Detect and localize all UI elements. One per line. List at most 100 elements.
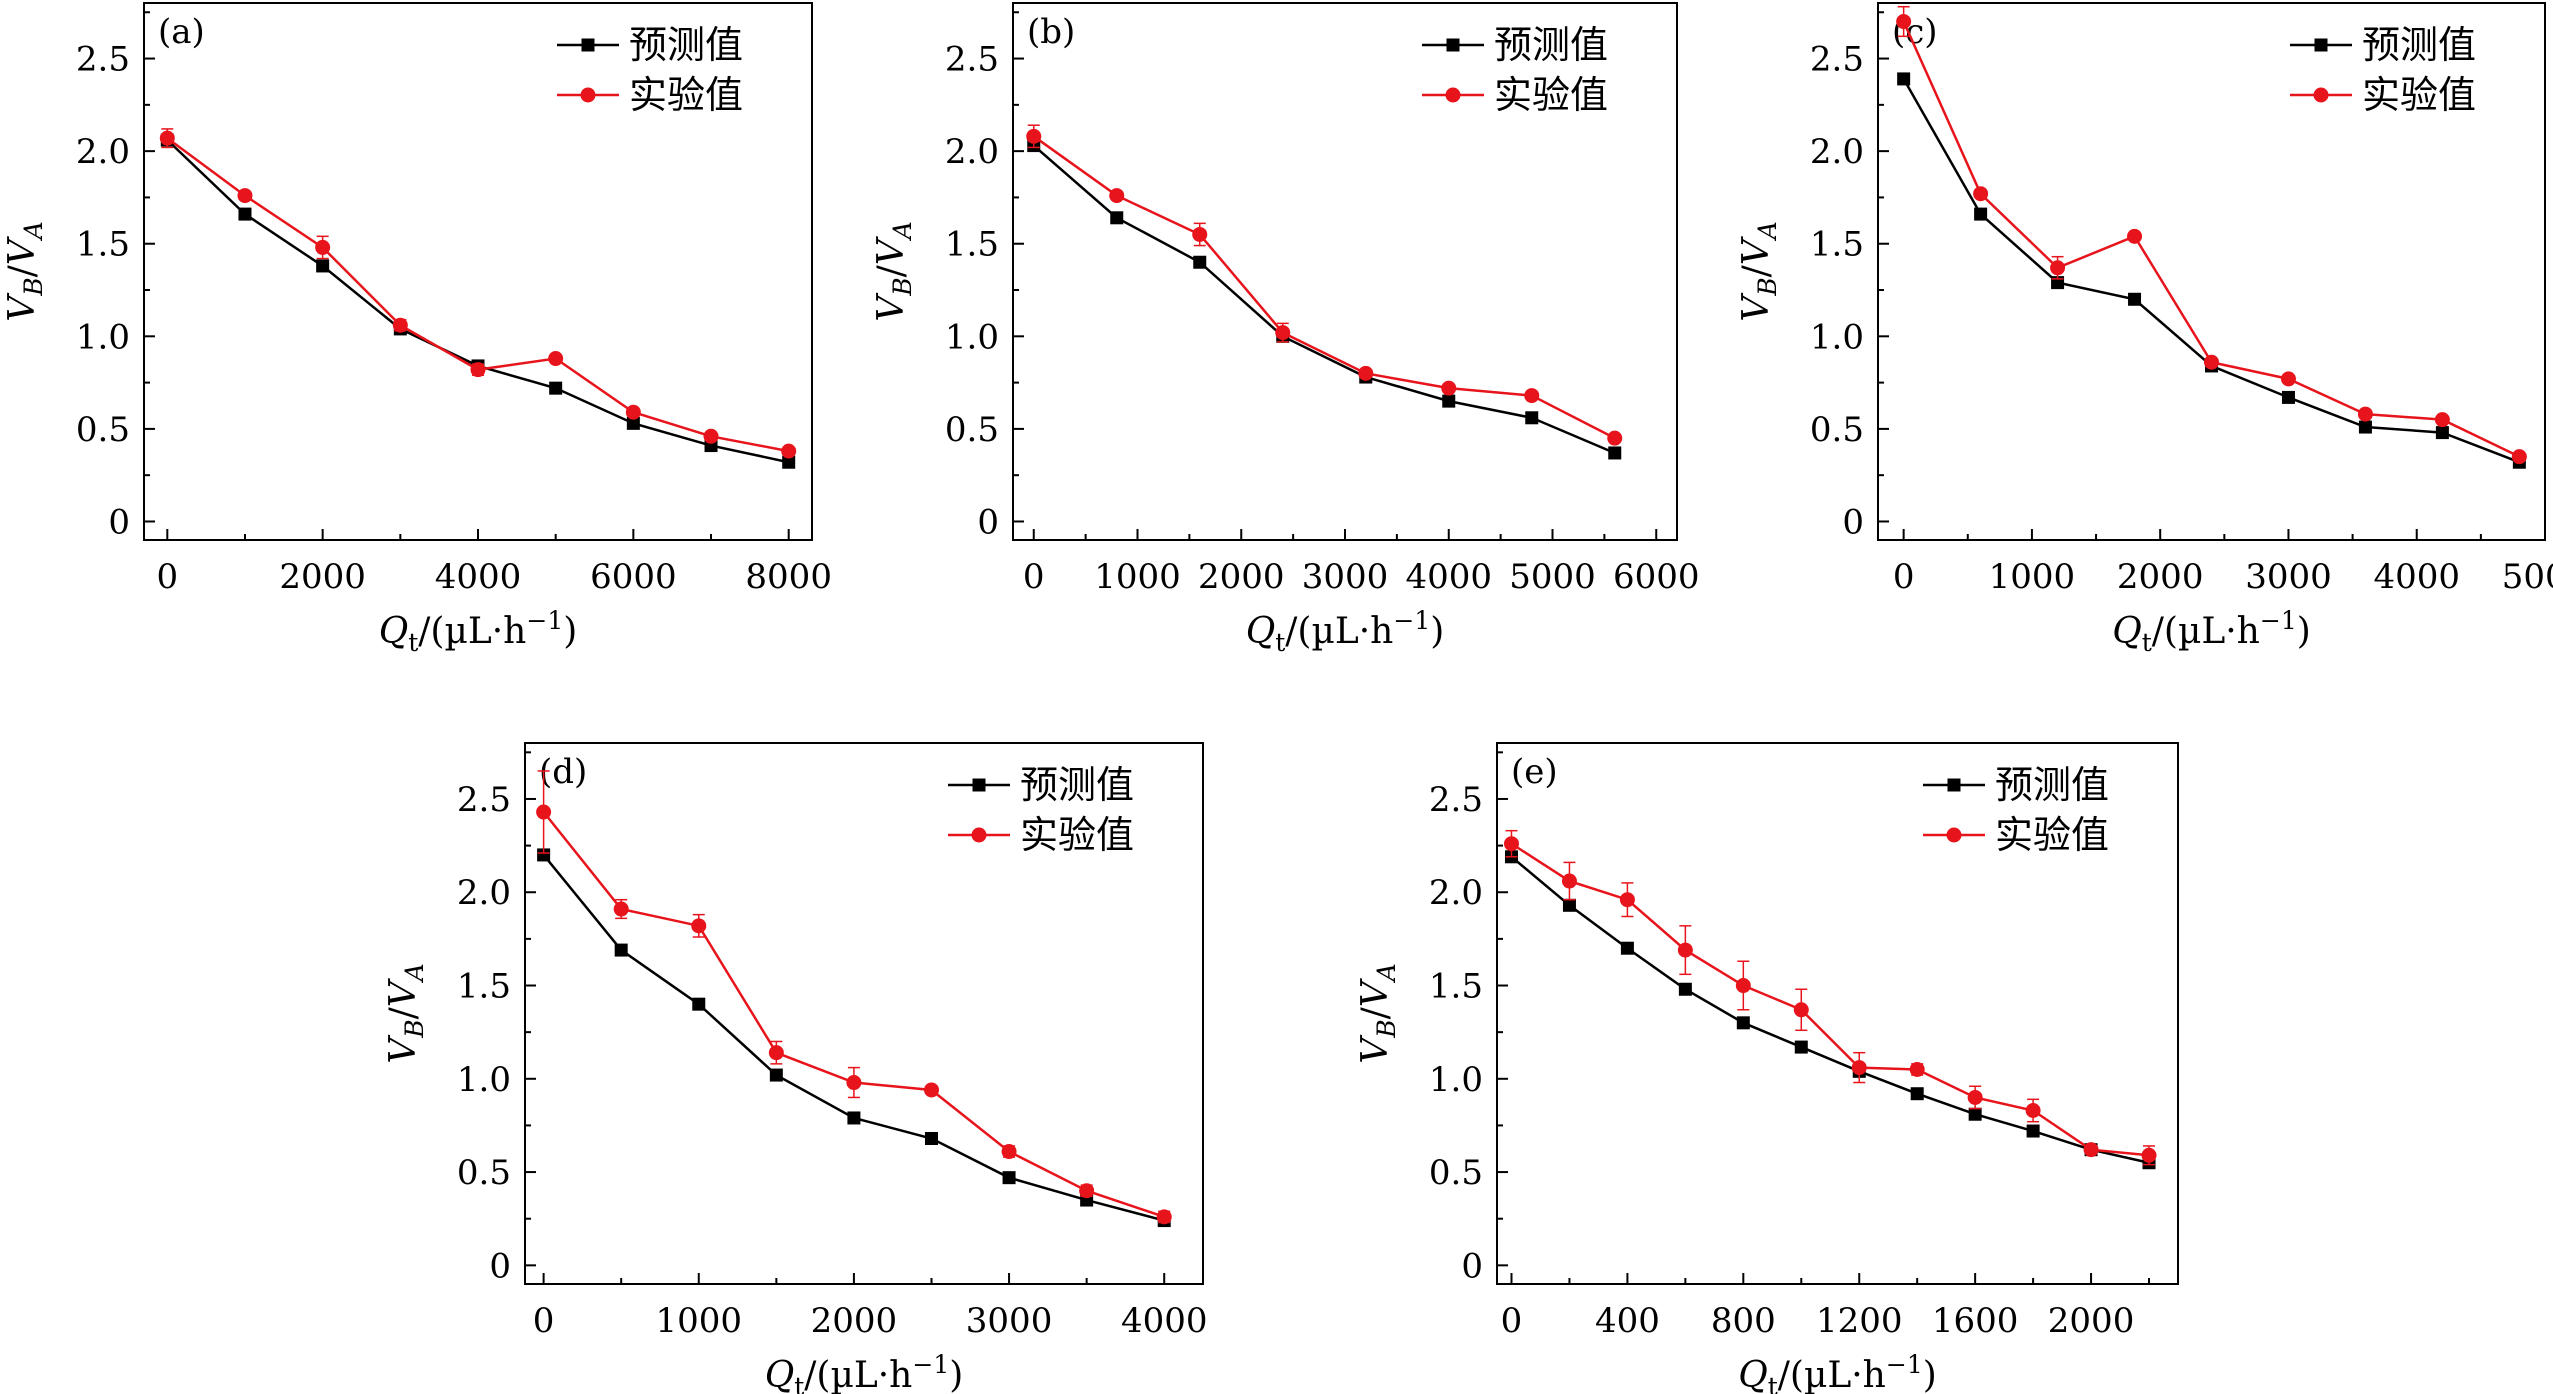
x-axis-label-q: Q <box>1738 1355 1768 1394</box>
data-point-circle <box>1735 978 1751 994</box>
x-axis-label-sub: t <box>794 1372 804 1394</box>
legend-entry: 实验值 <box>1422 73 1608 117</box>
x-tick-label: 2000 <box>1198 557 1285 597</box>
data-point-square <box>1442 394 1456 408</box>
y-axis-label-v2: V <box>383 977 424 1007</box>
series-line <box>1510 855 2150 1164</box>
x-axis-label-close: ) <box>1430 611 1444 652</box>
x-axis-label-unit: /(µL·h <box>418 611 526 652</box>
series-predicted <box>1027 139 1622 460</box>
y-tick-label: 0.5 <box>76 410 130 450</box>
y-tick-label: 0.5 <box>457 1153 511 1193</box>
data-point-square <box>769 1068 783 1082</box>
data-point-circle <box>2141 1147 2157 1163</box>
series-experimental <box>1503 829 2157 1166</box>
legend-marker-square <box>581 38 595 52</box>
data-point-square <box>1002 1171 1016 1185</box>
y-axis-label: VB/VA <box>871 221 917 322</box>
y-tick-label: 2.0 <box>1429 873 1483 913</box>
data-point-circle <box>781 443 797 459</box>
series-line <box>166 139 789 464</box>
legend-marker-square <box>972 778 986 792</box>
y-tick-label: 2.5 <box>457 780 511 820</box>
series-experimental <box>1026 124 1623 446</box>
x-axis-label-sup: −1 <box>912 1350 949 1379</box>
data-point-circle <box>923 1082 939 1098</box>
legend-entry: 预测值 <box>557 23 743 67</box>
x-tick-label: 4000 <box>1121 1301 1208 1341</box>
data-point-circle <box>2025 1103 2041 1119</box>
y-tick-label: 2.0 <box>1810 132 1864 172</box>
data-point-square <box>614 943 628 957</box>
x-tick-label: 3000 <box>2245 557 2332 597</box>
legend-label: 实验值 <box>1494 73 1608 117</box>
x-tick-label: 0 <box>1023 557 1045 597</box>
chart-panel-c: 01000200030004000500000.51.01.52.02.5Qt/… <box>1736 2 2553 657</box>
y-tick-label: 1.0 <box>76 317 130 357</box>
legend-marker-circle <box>2313 87 2329 103</box>
data-point-circle <box>625 404 641 420</box>
x-tick-label: 5000 <box>1509 557 1596 597</box>
y-axis-label: VB/VA <box>1736 221 1782 322</box>
legend-marker-circle <box>580 87 596 103</box>
data-point-square <box>1968 1107 1982 1121</box>
data-point-circle <box>2280 371 2296 387</box>
y-tick-label: 0 <box>489 1246 511 1286</box>
x-tick-label: 6000 <box>590 557 677 597</box>
data-point-circle <box>315 239 331 255</box>
data-point-circle <box>1561 873 1577 889</box>
y-tick-label: 2.5 <box>1429 780 1483 820</box>
plot-frame <box>1496 742 2179 1285</box>
legend-label: 预测值 <box>2362 23 2476 67</box>
data-point-circle <box>1524 388 1540 404</box>
y-axis-label-s1: B <box>1753 277 1782 296</box>
legend-label: 实验值 <box>1995 813 2109 857</box>
y-axis-label-s2: A <box>888 221 917 241</box>
legend-label: 实验值 <box>629 73 743 117</box>
data-point-circle <box>1793 1002 1809 1018</box>
y-axis-label-v2: V <box>2 235 43 265</box>
series-line <box>1902 78 2520 464</box>
x-axis-label-sub: t <box>1275 628 1285 657</box>
series-line <box>542 811 1165 1219</box>
data-point-circle <box>1192 226 1208 242</box>
data-point-circle <box>1358 365 1374 381</box>
y-tick-label: 2.0 <box>945 132 999 172</box>
y-tick-label: 2.5 <box>1810 40 1864 80</box>
x-axis-label: Qt/(µL·h−1) <box>379 606 578 657</box>
y-axis-label-v1: V <box>383 1034 424 1064</box>
y-tick-label: 1.5 <box>76 225 130 265</box>
y-tick-label: 2.0 <box>457 873 511 913</box>
y-axis-label-s2: A <box>1372 963 1401 983</box>
y-axis-label-v1: V <box>1355 1034 1396 1064</box>
x-tick-label: 6000 <box>1613 557 1700 597</box>
legend-label: 预测值 <box>1020 763 1134 807</box>
y-axis-label: VB/VA <box>2 221 48 322</box>
data-point-circle <box>1909 1061 1925 1077</box>
legend-label: 预测值 <box>1494 23 1608 67</box>
data-point-circle <box>159 130 175 146</box>
data-point-circle <box>237 188 253 204</box>
x-tick-label: 0 <box>156 557 178 597</box>
y-tick-label: 0.5 <box>1429 1153 1483 1193</box>
x-tick-label: 0 <box>1893 557 1915 597</box>
data-point-square <box>782 455 796 469</box>
y-axis-label-slash: / <box>1355 1006 1396 1019</box>
x-tick-label: 1200 <box>1816 1301 1903 1341</box>
data-point-square <box>238 207 252 221</box>
series-experimental <box>1896 5 2527 465</box>
legend-entry: 预测值 <box>1923 763 2109 807</box>
y-axis-label: VB/VA <box>383 963 429 1064</box>
data-point-circle <box>470 362 486 378</box>
y-tick-label: 0.5 <box>945 410 999 450</box>
data-point-square <box>2026 1124 2040 1138</box>
legend-label: 实验值 <box>2362 73 2476 117</box>
data-point-circle <box>1026 128 1042 144</box>
legend-marker-circle <box>1445 87 1461 103</box>
x-axis-label-sub: t <box>2142 628 2152 657</box>
x-axis-label-q: Q <box>379 611 409 652</box>
x-axis-label-sub: t <box>408 628 418 657</box>
x-axis-label-unit: /(µL·h <box>1778 1355 1886 1394</box>
data-point-square <box>2435 426 2449 440</box>
